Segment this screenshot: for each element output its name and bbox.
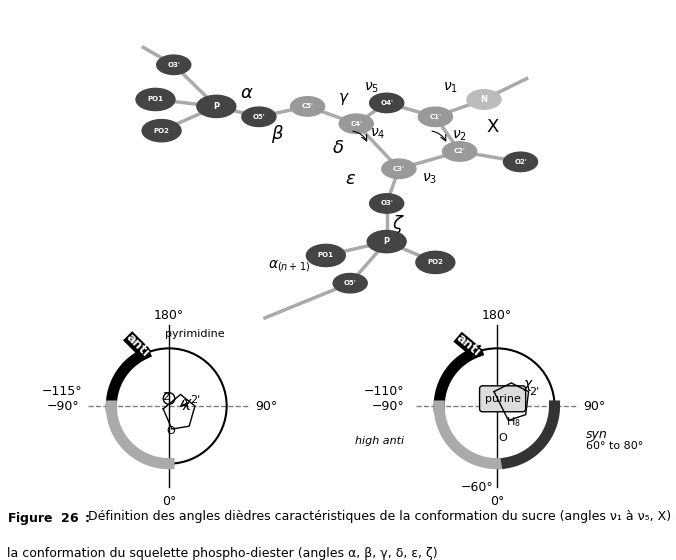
Circle shape — [382, 159, 416, 179]
Circle shape — [370, 194, 404, 213]
Text: 2': 2' — [529, 386, 539, 396]
Text: N: N — [481, 95, 487, 104]
Text: 90°: 90° — [583, 399, 606, 413]
Text: $\chi$: $\chi$ — [523, 379, 534, 393]
Circle shape — [197, 95, 236, 118]
Circle shape — [306, 244, 345, 267]
Text: 0°: 0° — [489, 496, 504, 508]
Circle shape — [370, 93, 404, 113]
Text: 60° to 80°: 60° to 80° — [586, 441, 644, 451]
Text: pyrimidine: pyrimidine — [165, 329, 224, 339]
Text: $\nu_3$: $\nu_3$ — [422, 172, 437, 186]
Text: O2': O2' — [514, 159, 527, 165]
Text: $\beta$: $\beta$ — [270, 123, 284, 145]
Text: $\gamma$: $\gamma$ — [338, 91, 350, 108]
Text: C3': C3' — [393, 166, 405, 172]
Circle shape — [443, 142, 477, 161]
Text: O4': O4' — [380, 100, 393, 106]
Text: O3': O3' — [167, 62, 180, 68]
Text: C1': C1' — [429, 114, 441, 120]
Text: H$_8$: H$_8$ — [506, 416, 521, 429]
Text: $\nu_1$: $\nu_1$ — [443, 80, 458, 95]
Text: PO2: PO2 — [427, 259, 443, 265]
Text: 180°: 180° — [154, 310, 184, 323]
Text: anti: anti — [123, 331, 151, 360]
Text: la conformation du squelette phospho-diester (angles α, β, γ, δ, ε, ζ): la conformation du squelette phospho-die… — [7, 547, 437, 559]
Text: X: X — [487, 118, 500, 136]
Text: P: P — [213, 102, 220, 111]
Text: syn: syn — [586, 428, 608, 441]
Text: −90°: −90° — [47, 399, 80, 413]
Circle shape — [136, 88, 175, 110]
Text: P: P — [383, 237, 390, 246]
FancyBboxPatch shape — [479, 386, 526, 412]
Text: C5': C5' — [301, 104, 314, 109]
Text: 2: 2 — [162, 393, 170, 402]
Text: −60°: −60° — [460, 481, 493, 494]
Circle shape — [142, 120, 181, 142]
Text: $\chi$: $\chi$ — [182, 397, 193, 412]
Text: PO1: PO1 — [147, 96, 164, 102]
Text: $\mathbf{Figure\ \ 26\ :}$: $\mathbf{Figure\ \ 26\ :}$ — [7, 510, 90, 526]
Text: $\delta$: $\delta$ — [332, 139, 344, 157]
Text: $\nu_2$: $\nu_2$ — [452, 129, 467, 143]
Circle shape — [418, 107, 452, 127]
Text: $\nu_4$: $\nu_4$ — [370, 127, 385, 141]
Text: C2': C2' — [454, 148, 466, 155]
Text: $\nu_5$: $\nu_5$ — [364, 80, 379, 95]
Text: $\zeta$: $\zeta$ — [393, 213, 405, 235]
Text: O: O — [166, 426, 175, 436]
Circle shape — [504, 152, 537, 171]
Text: O5': O5' — [344, 280, 356, 286]
Text: PO1: PO1 — [318, 253, 334, 259]
Circle shape — [339, 114, 373, 133]
Text: 0°: 0° — [162, 496, 176, 508]
Text: 180°: 180° — [482, 310, 512, 323]
Text: C4': C4' — [350, 121, 362, 127]
Text: O: O — [498, 433, 507, 443]
Text: O3': O3' — [380, 200, 393, 207]
Text: O5': O5' — [253, 114, 265, 120]
Text: purine: purine — [485, 394, 521, 404]
Text: $\alpha$: $\alpha$ — [240, 83, 254, 101]
Text: −110°: −110° — [364, 385, 405, 398]
Circle shape — [157, 55, 191, 74]
Circle shape — [242, 107, 276, 127]
Text: −115°: −115° — [42, 385, 82, 398]
Text: Définition des angles dièdres caractéristiques de la conformation du sucre (angl: Définition des angles dièdres caractéris… — [88, 510, 676, 522]
Text: high anti: high anti — [356, 436, 405, 446]
Text: anti: anti — [454, 332, 483, 360]
Circle shape — [467, 90, 501, 109]
Text: $\varepsilon$: $\varepsilon$ — [345, 170, 356, 188]
Text: $\alpha_{(n+1)}$: $\alpha_{(n+1)}$ — [268, 258, 310, 274]
Circle shape — [367, 231, 406, 253]
Text: 2': 2' — [190, 395, 200, 405]
Text: 90°: 90° — [256, 399, 278, 413]
Circle shape — [333, 273, 367, 293]
Text: −90°: −90° — [372, 399, 405, 413]
Circle shape — [416, 251, 455, 273]
Circle shape — [291, 97, 324, 116]
Text: PO2: PO2 — [153, 128, 170, 134]
